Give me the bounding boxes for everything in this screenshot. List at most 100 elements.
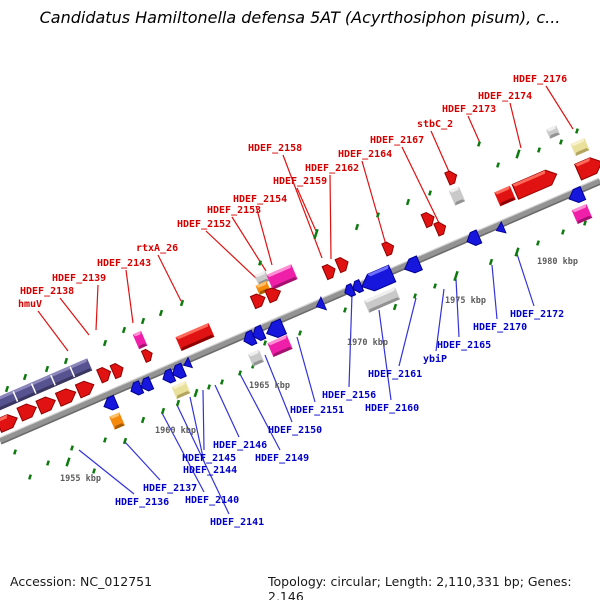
gene-label[interactable]: HDEF_2156 xyxy=(322,390,376,401)
gene-feature[interactable] xyxy=(448,186,466,206)
gene-tick[interactable] xyxy=(193,388,199,398)
gene-label[interactable]: HDEF_2149 xyxy=(255,453,309,464)
gene-tick[interactable] xyxy=(102,339,108,347)
gene-tick[interactable] xyxy=(392,303,398,311)
gene-feature[interactable] xyxy=(570,138,590,156)
gene-feature[interactable] xyxy=(128,380,145,397)
gene-feature[interactable] xyxy=(182,356,194,371)
gene-tick[interactable] xyxy=(405,198,411,206)
gene-tick[interactable] xyxy=(298,330,302,336)
gene-feature[interactable] xyxy=(249,291,267,310)
gene-feature[interactable] xyxy=(250,324,267,342)
gene-tick[interactable] xyxy=(44,365,50,373)
gene-tick[interactable] xyxy=(515,149,521,159)
gene-tick[interactable] xyxy=(175,399,181,407)
gene-tick[interactable] xyxy=(477,141,481,147)
gene-tick[interactable] xyxy=(140,416,146,424)
gene-feature[interactable] xyxy=(350,279,365,295)
gene-label[interactable]: HDEF_2174 xyxy=(478,91,532,102)
gene-label[interactable]: HDEF_2146 xyxy=(213,440,267,451)
gene-label[interactable]: HDEF_2170 xyxy=(473,322,527,333)
gene-feature[interactable] xyxy=(241,329,258,347)
gene-tick[interactable] xyxy=(453,270,459,282)
gene-feature[interactable] xyxy=(140,348,154,363)
gene-label[interactable]: HDEF_2145 xyxy=(182,453,236,464)
gene-feature[interactable] xyxy=(109,412,125,430)
gene-tick[interactable] xyxy=(258,260,262,266)
gene-tick[interactable] xyxy=(428,190,432,196)
gene-feature[interactable] xyxy=(566,185,587,206)
gene-label[interactable]: HDEF_2172 xyxy=(510,309,564,320)
gene-tick[interactable] xyxy=(13,449,17,455)
gene-tick[interactable] xyxy=(488,258,494,266)
gene-feature[interactable] xyxy=(545,125,561,139)
gene-feature[interactable] xyxy=(35,394,58,415)
gene-feature[interactable] xyxy=(0,358,93,412)
gene-tick[interactable] xyxy=(158,309,164,317)
gene-label[interactable]: HDEF_2164 xyxy=(338,149,392,160)
gene-label[interactable]: HDEF_2161 xyxy=(368,369,422,380)
gene-label[interactable]: HDEF_2138 xyxy=(20,286,74,297)
gene-feature[interactable] xyxy=(247,349,265,367)
gene-tick[interactable] xyxy=(575,128,579,134)
gene-feature[interactable] xyxy=(74,378,96,399)
gene-label[interactable]: HDEF_2167 xyxy=(370,135,424,146)
gene-feature[interactable] xyxy=(314,296,328,313)
gene-feature[interactable] xyxy=(342,283,357,299)
gene-label[interactable]: HDEF_2136 xyxy=(115,497,169,508)
gene-tick[interactable] xyxy=(65,457,71,467)
gene-label[interactable]: ybiP xyxy=(423,353,447,365)
gene-label[interactable]: HDEF_2154 xyxy=(233,194,287,205)
gene-feature[interactable] xyxy=(16,401,39,422)
gene-feature[interactable] xyxy=(54,386,79,407)
gene-label[interactable]: hmuV xyxy=(18,299,42,310)
gene-tick[interactable] xyxy=(559,139,563,145)
gene-tick[interactable] xyxy=(433,283,437,289)
gene-label[interactable]: HDEF_2137 xyxy=(143,483,197,494)
gene-label[interactable]: HDEF_2143 xyxy=(97,258,151,269)
gene-tick[interactable] xyxy=(70,445,74,451)
gene-feature[interactable] xyxy=(109,361,126,380)
gene-tick[interactable] xyxy=(46,460,50,466)
gene-tick[interactable] xyxy=(207,384,211,390)
gene-tick[interactable] xyxy=(103,437,107,443)
gene-feature[interactable] xyxy=(175,322,215,352)
gene-feature[interactable] xyxy=(96,365,114,384)
gene-tick[interactable] xyxy=(238,370,242,376)
gene-label[interactable]: HDEF_2140 xyxy=(185,495,239,506)
gene-feature[interactable] xyxy=(363,287,401,313)
gene-feature[interactable] xyxy=(171,381,191,399)
gene-feature[interactable] xyxy=(571,203,593,225)
gene-feature[interactable] xyxy=(511,167,560,200)
gene-tick[interactable] xyxy=(160,407,166,415)
gene-label[interactable]: HDEF_2158 xyxy=(248,143,302,154)
gene-feature[interactable] xyxy=(444,169,459,186)
gene-tick[interactable] xyxy=(561,229,565,235)
gene-tick[interactable] xyxy=(63,357,69,365)
gene-tick[interactable] xyxy=(220,379,224,385)
gene-label[interactable]: HDEF_2144 xyxy=(183,465,237,476)
gene-feature[interactable] xyxy=(358,264,397,295)
gene-feature[interactable] xyxy=(574,154,600,181)
gene-label[interactable]: HDEF_2139 xyxy=(52,273,106,284)
gene-tick[interactable] xyxy=(496,162,500,168)
gene-tick[interactable] xyxy=(121,326,127,334)
gene-feature[interactable] xyxy=(402,255,423,276)
gene-tick[interactable] xyxy=(28,474,32,480)
gene-label[interactable]: HDEF_2159 xyxy=(273,176,327,187)
gene-feature[interactable] xyxy=(132,330,148,350)
gene-feature[interactable] xyxy=(464,229,483,248)
gene-label[interactable]: HDEF_2165 xyxy=(437,340,491,351)
gene-label[interactable]: HDEF_2151 xyxy=(290,405,344,416)
gene-tick[interactable] xyxy=(343,307,347,313)
gene-tick[interactable] xyxy=(354,223,360,231)
gene-label[interactable]: HDEF_2152 xyxy=(177,219,231,230)
gene-label[interactable]: HDEF_2162 xyxy=(305,163,359,174)
gene-tick[interactable] xyxy=(179,299,185,307)
gene-tick[interactable] xyxy=(413,293,417,299)
gene-feature[interactable] xyxy=(494,221,507,236)
gene-feature[interactable] xyxy=(138,376,155,393)
gene-label[interactable]: stbC_2 xyxy=(417,119,453,130)
gene-tick[interactable] xyxy=(583,220,587,226)
